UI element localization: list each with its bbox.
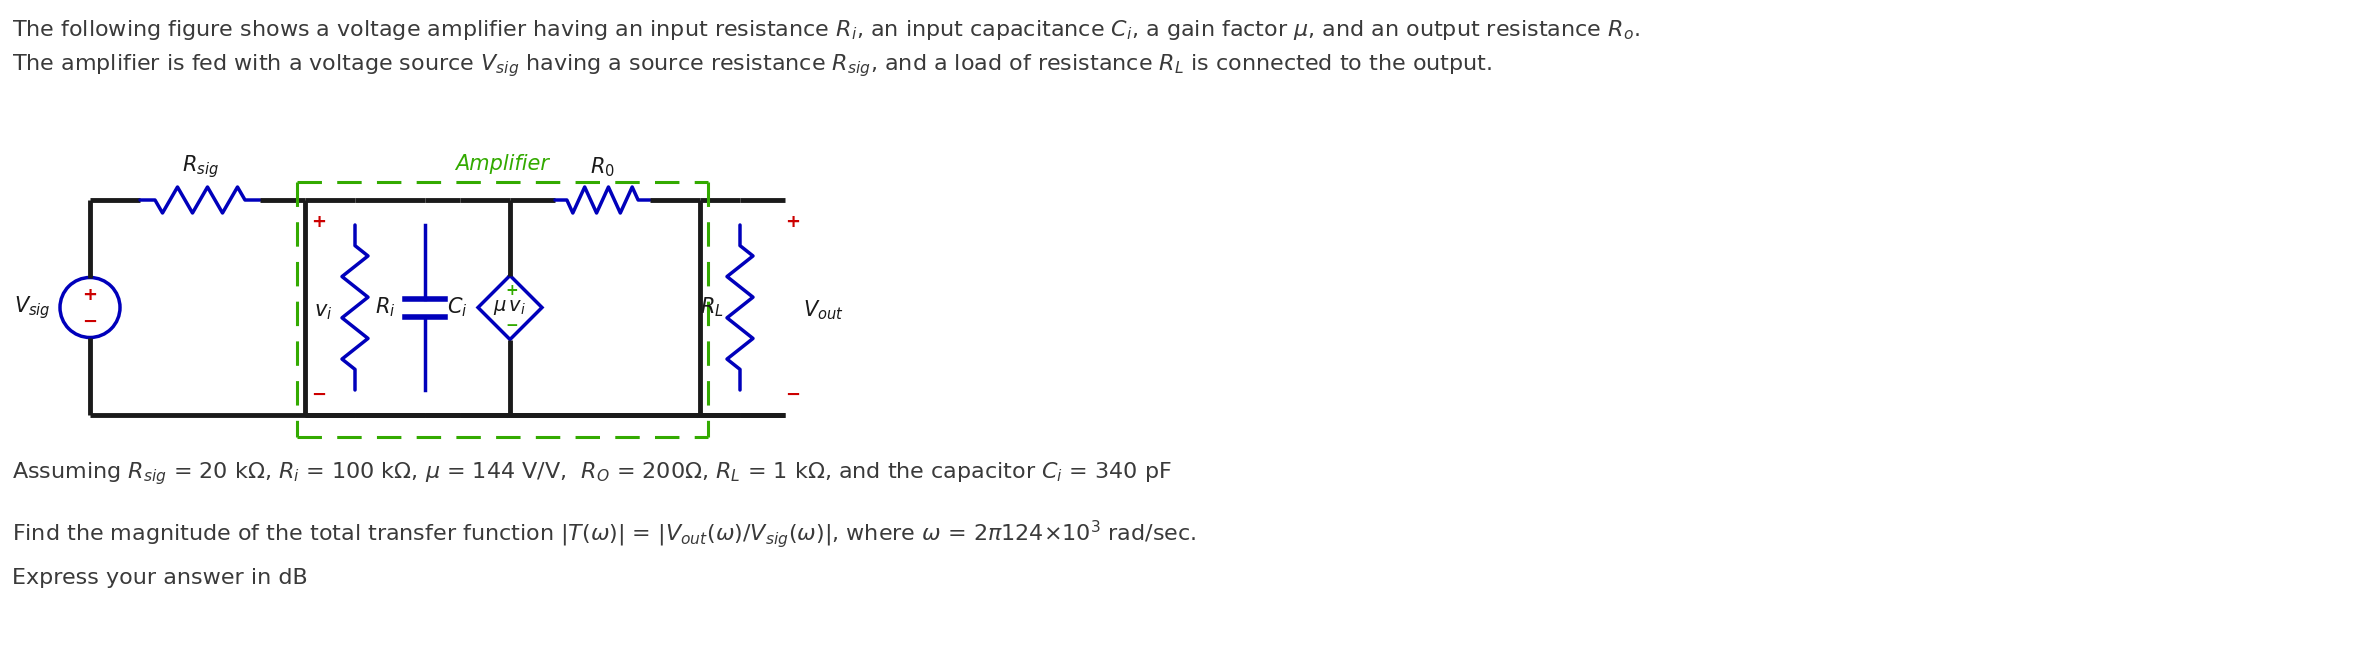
Text: −: − [507,318,518,333]
Text: $R_{sig}$: $R_{sig}$ [181,153,219,180]
Text: $R_0$: $R_0$ [590,155,616,179]
Text: $V_{sig}$: $V_{sig}$ [14,294,50,321]
Text: Find the magnitude of the total transfer function $|T(\omega)|$ = $|V_{out}(\ome: Find the magnitude of the total transfer… [12,518,1196,550]
Text: +: + [312,213,326,231]
Text: $R_L$: $R_L$ [699,295,723,320]
Text: Express your answer in dB: Express your answer in dB [12,568,307,588]
Text: $v_i$: $v_i$ [314,302,333,322]
Text: The amplifier is fed with a voltage source $V_{sig}$ having a source resistance : The amplifier is fed with a voltage sour… [12,52,1491,79]
Text: $R_i$: $R_i$ [376,295,395,320]
Text: The following figure shows a voltage amplifier having an input resistance $R_i$,: The following figure shows a voltage amp… [12,18,1641,42]
Text: +: + [507,283,518,298]
Text: −: − [312,386,326,404]
Text: $V_{out}$: $V_{out}$ [804,299,844,322]
Text: −: − [83,312,97,330]
Text: +: + [83,285,97,304]
Text: $C_i$: $C_i$ [447,295,468,320]
Text: Assuming $R_{sig}$ = 20 k$\Omega$, $R_i$ = 100 k$\Omega$, $\mu$ = 144 V/V,  $R_O: Assuming $R_{sig}$ = 20 k$\Omega$, $R_i$… [12,460,1172,487]
Text: −: − [785,386,801,404]
Text: $\mu\,v_i$: $\mu\,v_i$ [495,298,526,317]
Text: Amplifier: Amplifier [457,154,549,174]
Text: +: + [785,213,801,231]
